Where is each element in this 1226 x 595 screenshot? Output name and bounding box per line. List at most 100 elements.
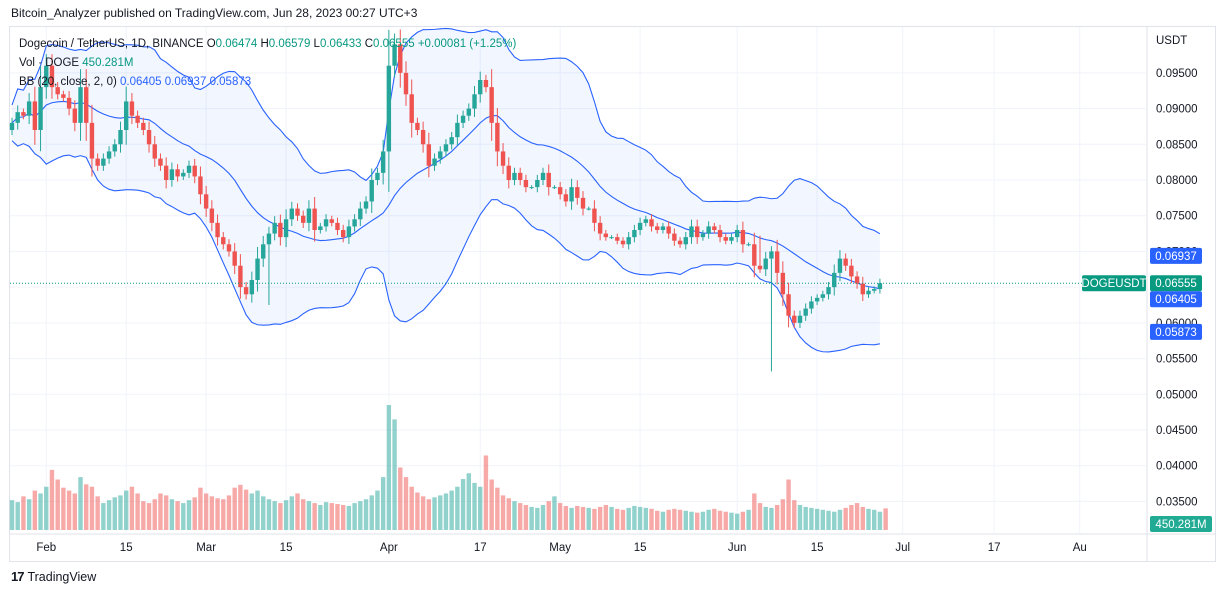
bb-upper-value: 0.06937 bbox=[164, 76, 207, 88]
candle-body bbox=[540, 172, 546, 180]
candle-body bbox=[420, 130, 426, 145]
candle-body bbox=[460, 115, 466, 123]
currency-label: USDT bbox=[1156, 35, 1187, 47]
candle-body bbox=[272, 222, 277, 234]
candle-body bbox=[529, 187, 534, 189]
candle-body bbox=[746, 244, 751, 246]
candle-body bbox=[689, 226, 694, 238]
candle-body bbox=[660, 226, 666, 230]
candle-body bbox=[517, 172, 523, 180]
candle-body bbox=[809, 301, 814, 309]
candle-body bbox=[695, 226, 700, 238]
volume-bar bbox=[175, 501, 180, 530]
volume-bar bbox=[563, 505, 569, 530]
candle-body bbox=[478, 80, 483, 95]
candle-body bbox=[66, 97, 72, 109]
x-tick-label: Jul bbox=[895, 542, 910, 554]
candle-body bbox=[78, 87, 83, 123]
y-tick-label: 0.04500 bbox=[1156, 425, 1198, 437]
candle-body bbox=[209, 208, 215, 223]
price-axis[interactable]: 0.095000.090000.085000.080000.075000.070… bbox=[1156, 35, 1198, 508]
bb-label[interactable]: BB (20, close, 2, 0) bbox=[19, 76, 117, 88]
y-tick-label: 0.03500 bbox=[1156, 496, 1198, 508]
candle-body bbox=[603, 233, 609, 238]
candle-body bbox=[89, 122, 95, 159]
candle-body bbox=[592, 208, 597, 223]
candle-body bbox=[169, 169, 175, 180]
candle-body bbox=[266, 233, 272, 245]
candle-body bbox=[820, 294, 826, 298]
candle-body bbox=[175, 169, 180, 177]
candle-body bbox=[586, 208, 591, 210]
volume-bar bbox=[512, 501, 517, 530]
candle-body bbox=[181, 172, 186, 177]
candle-body bbox=[832, 272, 837, 288]
volume-label[interactable]: Vol · DOGE bbox=[19, 57, 80, 69]
candle-body bbox=[803, 308, 808, 316]
volume-bar bbox=[689, 511, 694, 530]
time-axis[interactable]: Feb 15 Mar 15 Apr 17 May 15 Jun 15 Jul 17 Au bbox=[36, 542, 1086, 554]
volume-bar bbox=[849, 505, 854, 530]
candle-body bbox=[438, 151, 443, 159]
volume-bar bbox=[392, 419, 397, 530]
volume-bar bbox=[472, 482, 477, 530]
volume-bar bbox=[380, 477, 386, 530]
candle-body bbox=[215, 222, 220, 238]
candle-body bbox=[226, 244, 232, 252]
bb-basis-value: 0.06405 bbox=[120, 76, 162, 88]
candle-body bbox=[774, 251, 780, 273]
candle-body bbox=[706, 226, 711, 234]
volume-bar bbox=[209, 496, 215, 530]
volume-bar bbox=[792, 500, 797, 530]
candle-body bbox=[335, 222, 340, 230]
volume-bar bbox=[26, 499, 32, 530]
candle-body bbox=[232, 251, 237, 266]
candle-body bbox=[243, 287, 249, 295]
volume-bar bbox=[872, 509, 877, 530]
volume-bar bbox=[655, 510, 660, 530]
candle-body bbox=[797, 315, 803, 323]
chart-frame[interactable] bbox=[9, 26, 1216, 562]
volume-bar bbox=[529, 506, 534, 530]
y-tick-label: 0.09000 bbox=[1156, 104, 1198, 116]
y-tick-label: 0.09500 bbox=[1156, 68, 1198, 80]
volume-bar bbox=[21, 496, 26, 530]
volume-bar bbox=[78, 477, 83, 530]
candle-body bbox=[392, 44, 397, 66]
symbol-title[interactable]: Dogecoin / TetherUS, 1D, BINANCE bbox=[19, 38, 204, 50]
volume-bar bbox=[38, 493, 43, 530]
candle-body bbox=[249, 280, 255, 295]
volume-bar bbox=[420, 496, 426, 530]
candle-body bbox=[672, 233, 677, 241]
candle-body bbox=[786, 294, 791, 316]
volume-bar bbox=[432, 497, 437, 530]
volume-bar bbox=[415, 492, 420, 530]
volume-bar bbox=[837, 509, 843, 530]
ohlc-low-label: L bbox=[313, 38, 320, 50]
candle-body bbox=[866, 290, 871, 295]
candle-body bbox=[512, 172, 517, 180]
volume-bar bbox=[717, 510, 723, 530]
volume-bar bbox=[352, 503, 357, 530]
tradingview-brand[interactable]: 17 TradingView bbox=[11, 569, 96, 584]
price-label-box bbox=[1150, 275, 1202, 292]
y-tick-label: 0.04000 bbox=[1156, 461, 1198, 473]
volume-bar bbox=[301, 499, 306, 530]
candle-body bbox=[449, 137, 454, 145]
candle-body bbox=[426, 144, 432, 166]
volume-bar bbox=[318, 505, 323, 530]
bb-fill bbox=[12, 28, 880, 352]
volume-bar bbox=[335, 504, 340, 530]
candle-body bbox=[580, 197, 586, 209]
candle-body bbox=[278, 222, 283, 238]
volume-bar bbox=[118, 495, 123, 530]
volume-bar bbox=[809, 507, 814, 530]
volume-bar bbox=[278, 503, 283, 530]
candle-body bbox=[369, 180, 374, 202]
candle-body bbox=[483, 80, 489, 88]
candle-body bbox=[752, 244, 757, 266]
ohlc-low-value: 0.06433 bbox=[319, 38, 362, 50]
volume-bar bbox=[586, 507, 591, 530]
candle-body bbox=[403, 72, 409, 95]
